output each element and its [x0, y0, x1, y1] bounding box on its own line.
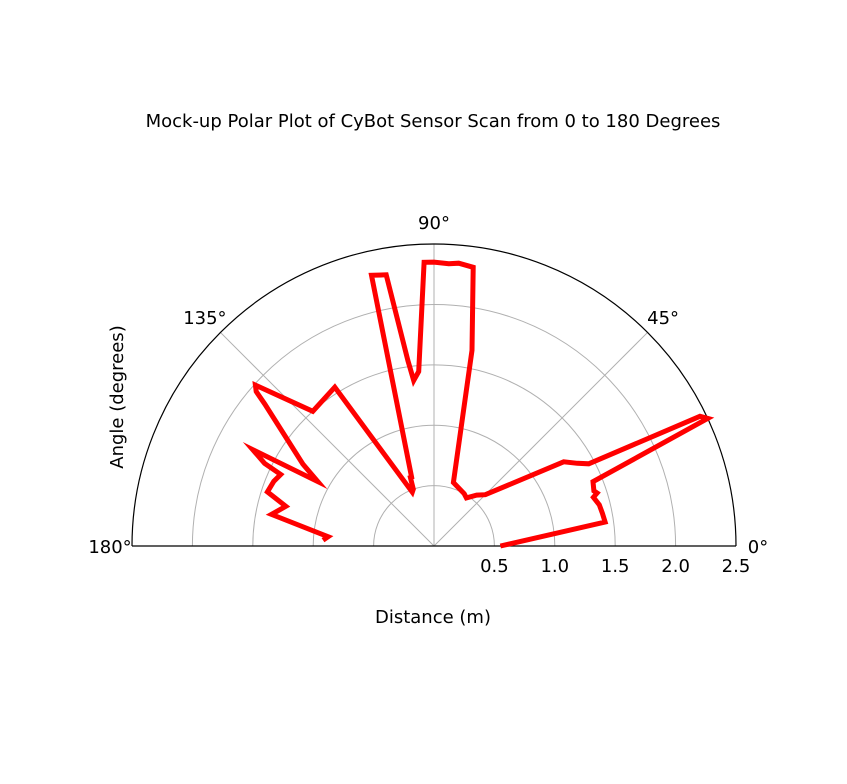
polar-grid	[131, 243, 737, 547]
theta-tick-label: 45°	[647, 308, 679, 329]
r-tick-label: 2.0	[661, 556, 690, 577]
theta-tick-label: 180°	[88, 537, 131, 558]
tick-labels: 0.5 1.0 1.5 2.0 2.50° 45° 90° 135° 180°	[88, 213, 768, 577]
r-tick-label: 2.5	[722, 556, 751, 577]
range-ring	[373, 485, 495, 547]
y-axis-label: Angle (degrees)	[107, 325, 128, 468]
chart-title: Mock-up Polar Plot of CyBot Sensor Scan …	[146, 111, 721, 132]
outer-boundary-arc	[131, 243, 737, 547]
r-tick-label: 1.5	[601, 556, 630, 577]
scan-line	[242, 259, 715, 549]
x-axis-label: Distance (m)	[375, 607, 491, 628]
theta-tick-label: 0°	[748, 537, 768, 558]
radial-gridline-45	[433, 332, 648, 547]
scan-series	[242, 259, 715, 549]
range-ring	[312, 424, 556, 547]
theta-tick-label: 135°	[183, 308, 226, 329]
range-ring	[191, 303, 677, 547]
r-tick-label: 0.5	[480, 556, 509, 577]
r-tick-label: 1.0	[540, 556, 569, 577]
theta-tick-label: 90°	[418, 213, 450, 234]
radial-gridline-135	[220, 332, 435, 547]
